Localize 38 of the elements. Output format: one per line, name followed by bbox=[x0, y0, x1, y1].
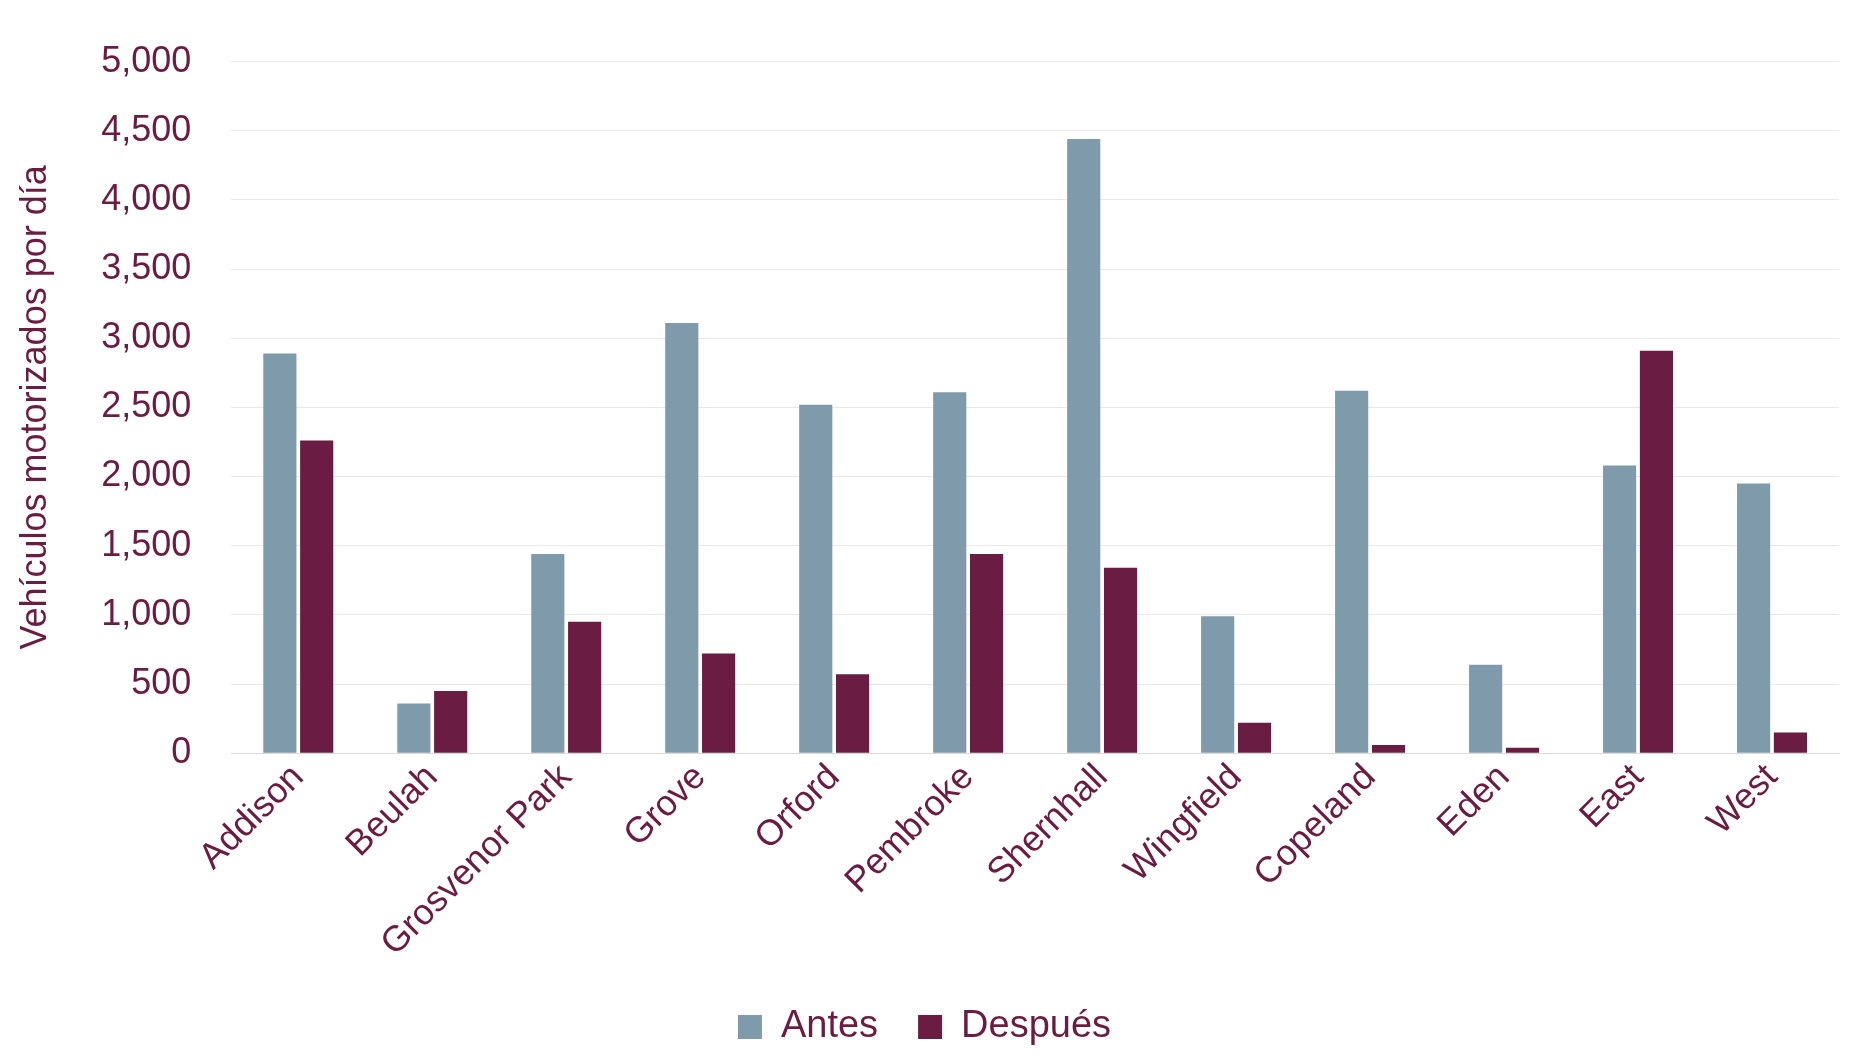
bar bbox=[1103, 567, 1138, 753]
legend-label: Después bbox=[961, 1003, 1112, 1046]
bar bbox=[665, 323, 699, 753]
y-tick-label: 0 bbox=[171, 730, 192, 772]
y-tick-label: 2,500 bbox=[101, 384, 192, 426]
y-tick-label: 4,500 bbox=[101, 107, 192, 149]
bar bbox=[970, 554, 1004, 753]
y-tick-label: 3,000 bbox=[101, 315, 192, 357]
bar bbox=[1335, 390, 1369, 753]
bar bbox=[1067, 139, 1101, 753]
bar bbox=[799, 404, 833, 753]
y-tick-label: 1,000 bbox=[101, 591, 192, 633]
bar bbox=[1201, 616, 1235, 753]
bar bbox=[1237, 722, 1272, 753]
bar bbox=[300, 440, 334, 753]
bar bbox=[434, 690, 468, 753]
y-tick-label: 1,500 bbox=[101, 522, 192, 564]
y-tick-label: 5,000 bbox=[101, 38, 192, 80]
bar bbox=[1737, 483, 1771, 753]
bar bbox=[702, 653, 736, 753]
bar bbox=[1773, 732, 1808, 753]
y-tick-label: 4,000 bbox=[101, 176, 192, 218]
bar bbox=[1469, 664, 1503, 753]
bar bbox=[531, 554, 565, 753]
y-axis-title: Vehículos motorizados por día bbox=[12, 164, 54, 650]
bar bbox=[1371, 744, 1406, 753]
bar bbox=[836, 674, 870, 753]
legend-label: Antes bbox=[780, 1003, 879, 1046]
y-tick-label: 3,500 bbox=[101, 246, 192, 287]
y-tick-label: 500 bbox=[131, 660, 192, 702]
bar bbox=[933, 392, 967, 753]
bar bbox=[568, 621, 602, 753]
bar bbox=[263, 353, 297, 753]
bar bbox=[1505, 747, 1540, 753]
bar bbox=[1639, 350, 1674, 753]
y-tick-label: 2,000 bbox=[101, 453, 192, 495]
bar bbox=[397, 703, 431, 753]
bar bbox=[1603, 465, 1637, 753]
